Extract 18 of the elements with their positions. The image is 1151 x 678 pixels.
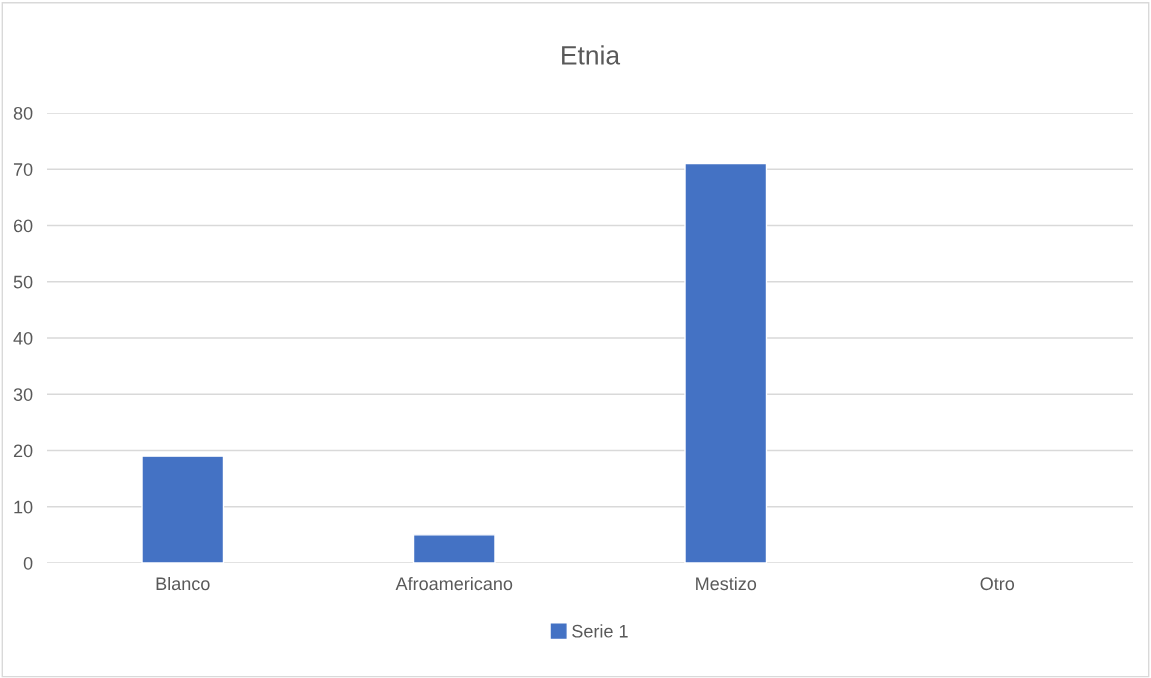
y-tick-label: 80: [13, 106, 33, 120]
x-tick-label: Blanco: [156, 576, 210, 591]
y-tick-label: 0: [23, 556, 33, 570]
y-tick-label: 30: [13, 388, 33, 401]
bar: [141, 455, 225, 563]
legend-label: Serie 1: [572, 624, 628, 638]
y-tick-label: 60: [13, 219, 33, 233]
y-tick-label: 20: [13, 444, 33, 458]
y-tick-label: 40: [13, 331, 33, 345]
bar: [412, 534, 496, 563]
x-tick-label: Otro: [980, 577, 1015, 591]
y-tick-label: 70: [13, 163, 33, 176]
bar: [684, 162, 768, 563]
x-tick-label: Afroamericano: [395, 576, 513, 591]
y-tick-label: 10: [14, 500, 33, 514]
chart-title: Etnia: [562, 45, 621, 65]
x-tick-label: Mestizo: [696, 576, 757, 591]
y-tick-label: 50: [13, 275, 33, 289]
